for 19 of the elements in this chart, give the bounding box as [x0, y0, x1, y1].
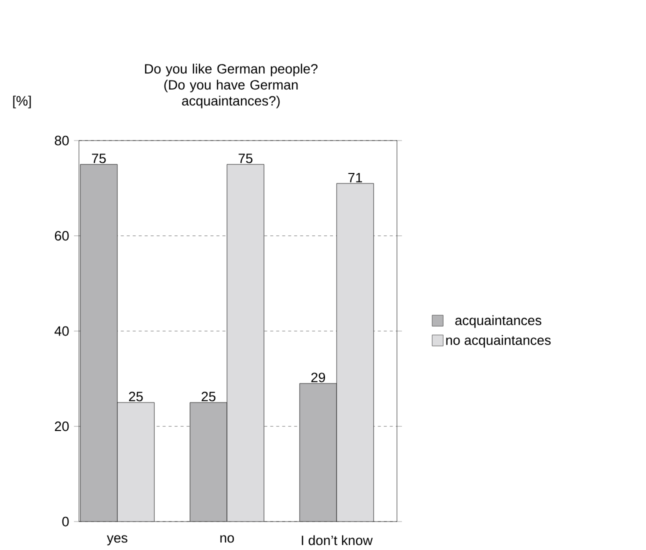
chart-title: Do you like German people? [145, 64, 318, 76]
y-tick-label: 60 [54, 231, 69, 241]
x-tick-label: I don’t know [302, 535, 373, 546]
y-tick-label: 80 [54, 136, 69, 146]
legend-label: acquaintances [455, 315, 542, 328]
x-tick-label: yes [106, 535, 128, 546]
y-tick-label: 0 [62, 516, 69, 526]
data-label: 75 [238, 154, 252, 164]
data-label: 29 [311, 372, 326, 382]
data-label: 71 [348, 173, 362, 182]
x-tick-label: no [220, 535, 234, 543]
y-tick-label: 20 [54, 422, 69, 432]
data-label: 25 [202, 392, 216, 402]
data-label: 25 [129, 392, 143, 402]
data-label: 75 [92, 154, 106, 164]
y-tick-label: 40 [54, 326, 69, 336]
y-axis-title: [%] [13, 96, 31, 108]
legend-label: no acquaintances [446, 335, 551, 348]
chart-subtitle: (Do you have German acquaintances?) [164, 80, 298, 108]
